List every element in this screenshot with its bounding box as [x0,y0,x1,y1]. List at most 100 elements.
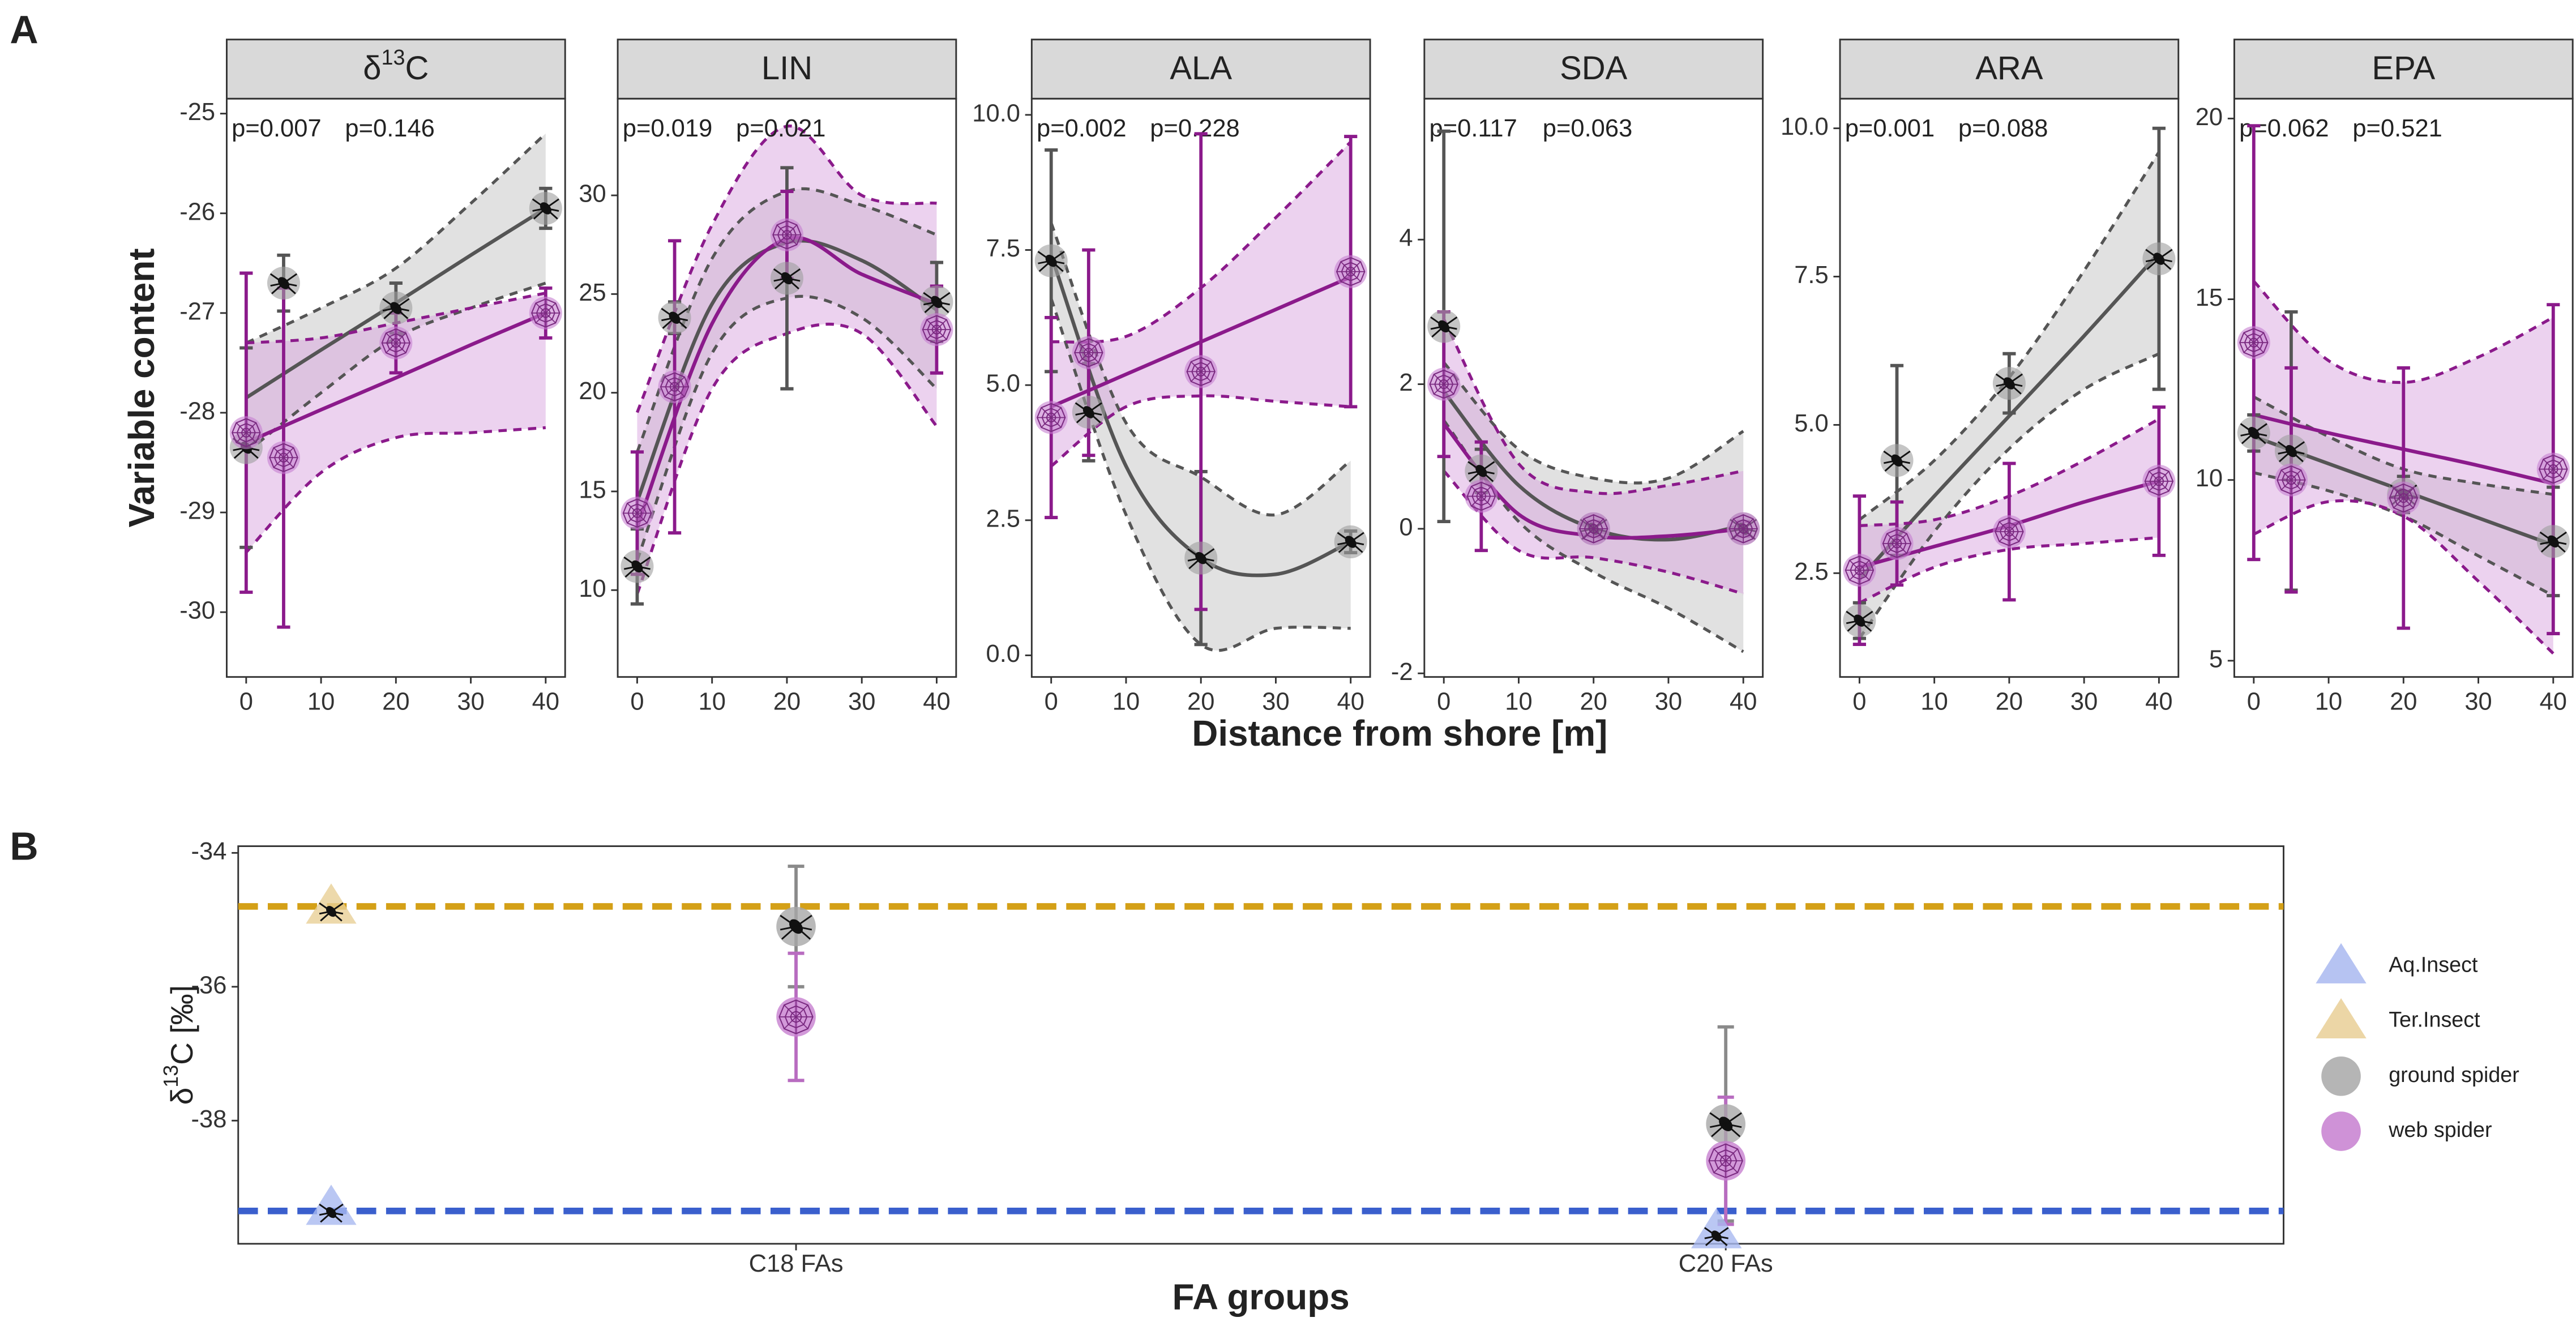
spider-leg [331,910,344,915]
confidence-bound [636,294,938,561]
p-value: p=0.228 [1150,115,1240,142]
y-axis-label-part: C [‰] [164,985,199,1065]
legend-swatch [2321,1111,2361,1151]
spider-icon [1187,548,1215,570]
spider-leg [2253,423,2267,434]
spider-leg [383,307,397,319]
spider-leg [662,317,675,329]
confidence-bound [1050,394,1351,468]
spider-leg [1995,373,2010,384]
spider-leg [319,1212,332,1216]
x-tick-label: 20 [382,688,409,716]
spider-leg [319,1203,332,1213]
spider-leg [674,317,687,329]
y-tick-label: 7.5 [986,235,1021,262]
strip-title: EPA [2372,50,2435,87]
strip-title-part: C [405,50,429,87]
p-value: p=0.001 [1845,115,1935,142]
y-tick-label: -30 [179,597,215,624]
spider-leg [781,926,797,940]
spider-leg [331,1212,343,1223]
spider-icon [1467,461,1495,482]
spider-leg [924,301,938,313]
spider-leg [1443,326,1457,338]
spider-leg [1725,1123,1741,1137]
confidence-bound [2252,280,2554,384]
web-icon [922,315,952,344]
spider-leg [1896,450,1911,461]
strip [1030,39,1371,100]
spider-leg [2553,540,2567,545]
spider-leg [1715,1235,1728,1246]
y-tick-label: -36 [191,972,227,999]
x-tick-label: 40 [923,688,950,716]
spider-leg [1705,1235,1717,1246]
confidence-bound [1443,469,1744,596]
spider-leg [1725,1112,1742,1125]
spider-leg [2009,373,2023,384]
strip [1839,39,2180,100]
spider-leg [661,316,675,322]
spider-icon [1430,316,1458,338]
x-tick-label: 30 [457,688,484,716]
spider-leg [1088,411,1102,416]
spider-leg [936,292,951,303]
spider-leg [382,298,397,309]
spider-leg [283,282,297,287]
spider-leg [2145,249,2160,260]
spider-leg [936,301,950,306]
spider-leg [636,566,650,578]
spider-leg [2008,383,2022,395]
web-spoke [1733,518,1754,539]
p-value: p=0.021 [736,115,826,142]
x-tick-label: 0 [1045,688,1058,716]
spider-leg [1187,557,1201,562]
y-tick-label: 30 [579,181,606,208]
spider-leg [283,282,296,294]
web-icon [2239,328,2269,357]
spider-icon [1846,610,1873,632]
spider-leg [2158,258,2172,270]
y-tick-label: -28 [179,397,215,425]
spider-leg [1337,532,1351,543]
web-spoke [776,224,798,245]
x-tick-label: 40 [1337,688,1364,716]
spider-leg [1883,450,1898,461]
y-tick-label: 20 [579,378,606,405]
x-tick-label: 40 [1730,688,1757,716]
x-tick-label: 40 [2145,688,2172,716]
strip [1423,39,1764,100]
spider-leg [1709,1112,1727,1125]
spider-leg [396,307,409,312]
x-tick-label: 40 [2540,688,2567,716]
y-tick-label: 15 [2196,284,2223,311]
web-icon [660,372,690,401]
legend-label: Ter.Insect [2389,1008,2480,1032]
x-tick-label: 20 [2390,688,2417,716]
x-tick-label: 30 [2070,688,2098,716]
web-spoke [2243,332,2264,353]
spider-leg [2145,258,2159,263]
confidence-band [246,293,546,553]
spider-leg [533,207,546,220]
spider-leg [1715,1227,1729,1237]
spider-leg [395,307,409,319]
legend-swatch [2321,1056,2361,1096]
spider-leg [1430,326,1444,330]
web-icon [1995,517,2024,546]
web-icon [232,418,261,447]
spider-leg [1725,1123,1742,1128]
spider-leg [1711,1123,1727,1137]
spider-leg [1859,619,1873,624]
y-tick-label: 20 [2196,104,2223,131]
spider-icon [773,268,801,290]
strip-title: ALA [1170,50,1232,87]
spider-leg [331,1212,344,1216]
point [306,883,357,924]
x-tick-label: 40 [532,688,559,716]
y-tick-label: 10 [579,575,606,602]
spider-leg [795,925,812,931]
spider-icon [1037,251,1065,272]
web-spoke [1340,261,1361,282]
